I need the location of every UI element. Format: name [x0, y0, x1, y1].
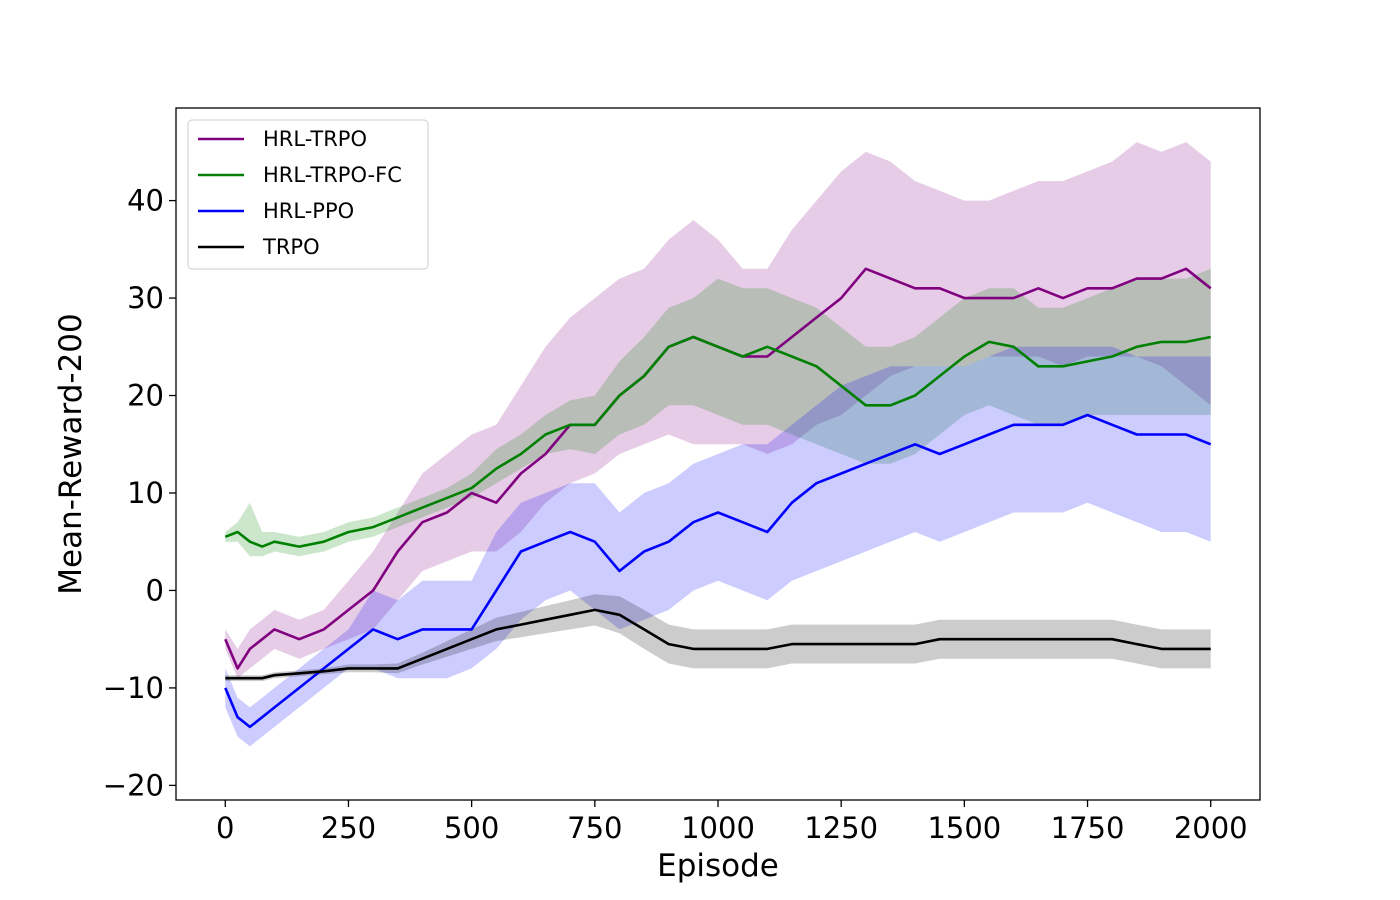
legend: HRL-TRPO HRL-TRPO-FC HRL-PPO TRPO: [187, 119, 429, 270]
y-axis-ticks: −20 −10 0 10 20 30 40: [103, 184, 176, 802]
band-1: [225, 268, 1211, 557]
y-axis-label: Mean-Reward-200: [53, 313, 89, 594]
line-2: [224, 413, 1212, 729]
x-tick-label: 1750: [1051, 811, 1125, 845]
confidence-bands: [225, 142, 1211, 747]
legend-frame: [187, 119, 429, 270]
x-axis-ticks: 0 250 500 750 1000 1250 1500 1750 2000: [216, 800, 1248, 845]
legend-label: HRL-TRPO-FC: [263, 163, 402, 187]
legend-label: TRPO: [262, 235, 320, 259]
band-0: [225, 142, 1211, 679]
y-tick-label: 30: [127, 281, 164, 315]
x-tick-label: 0: [216, 811, 234, 845]
y-tick-label: 0: [146, 573, 164, 607]
x-tick-label: 500: [444, 811, 499, 845]
x-tick-label: 250: [321, 811, 376, 845]
x-tick-label: 750: [567, 811, 622, 845]
legend-label: HRL-TRPO: [263, 127, 367, 151]
x-tick-label: 1250: [804, 811, 878, 845]
x-tick-label: 1500: [927, 811, 1001, 845]
band-3: [225, 594, 1211, 682]
legend-label: HRL-PPO: [263, 199, 354, 223]
line-3: [225, 608, 1211, 680]
y-tick-label: −20: [103, 768, 164, 802]
line-1: [224, 335, 1211, 548]
x-tick-label: 2000: [1174, 811, 1248, 845]
x-tick-label: 1000: [681, 811, 755, 845]
y-tick-label: 40: [127, 184, 164, 218]
y-tick-label: 10: [127, 476, 164, 510]
band-2: [225, 346, 1211, 747]
y-tick-label: −10: [103, 671, 164, 705]
series-lines: [224, 267, 1212, 729]
x-axis-label: Episode: [657, 848, 779, 884]
y-tick-label: 20: [127, 379, 164, 413]
